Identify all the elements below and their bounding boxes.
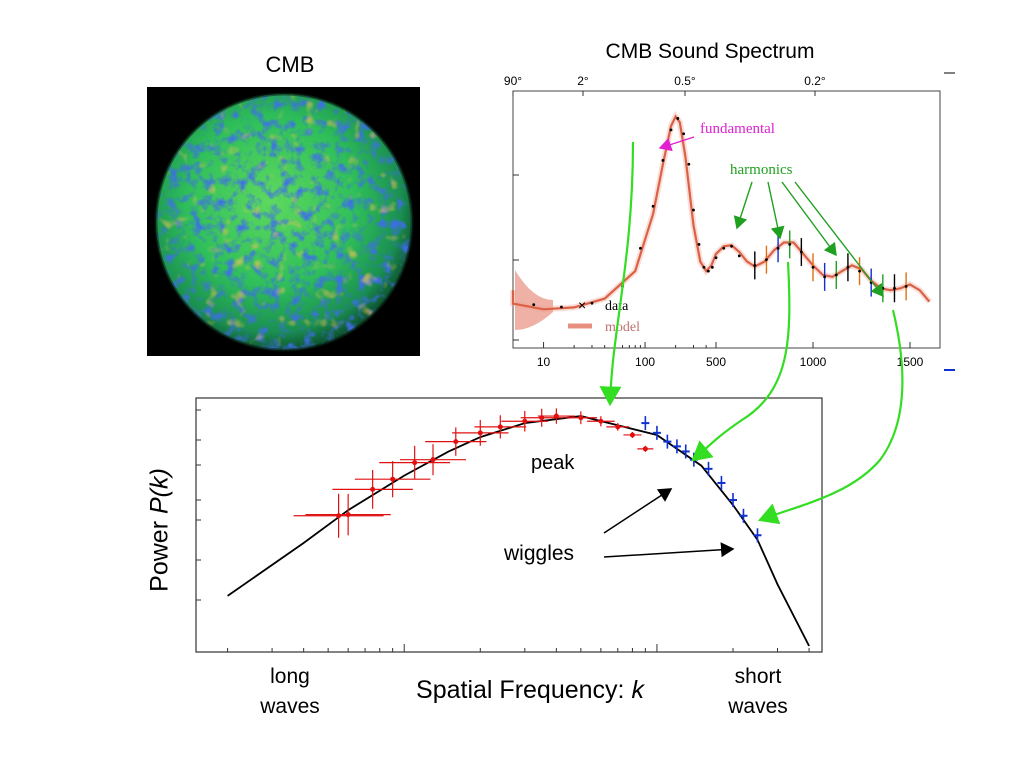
red-data-point xyxy=(615,424,621,430)
red-data-point xyxy=(477,430,483,436)
y-axis-label-variable: P(k) xyxy=(145,468,174,515)
x-top-tick-label: 0.2° xyxy=(804,74,826,88)
red-data-point xyxy=(553,413,559,419)
data-point xyxy=(834,273,838,277)
wiggles-label: wiggles xyxy=(504,542,575,565)
harmonic-to-wiggle-arrow xyxy=(691,261,791,462)
harmonics-arrow xyxy=(794,181,884,298)
legend-data-marker: × xyxy=(578,297,586,313)
red-data-point xyxy=(522,418,528,424)
data-point xyxy=(730,244,733,248)
x-top-tick-label: 0.5° xyxy=(674,74,696,88)
red-data-point xyxy=(345,512,351,518)
data-point xyxy=(687,162,691,166)
red-data-point xyxy=(642,446,648,452)
data-point xyxy=(722,246,726,250)
data-point xyxy=(661,159,665,162)
data-point xyxy=(669,128,673,132)
data-point xyxy=(590,301,594,305)
data-point xyxy=(676,117,680,120)
peak-label: peak xyxy=(531,452,575,474)
short-waves-label: short waves xyxy=(728,665,788,718)
x-axis-label-variable: k xyxy=(631,676,644,704)
x-axis-label: Spatial Frequency: k xyxy=(360,676,700,705)
red-data-point xyxy=(370,486,376,492)
x-axis-label-text: Spatial Frequency: xyxy=(416,676,632,704)
y-axis-label: Power P(k) xyxy=(146,468,175,592)
fundamental-to-peak-arrow xyxy=(599,141,635,407)
x-top-tick-label: 90° xyxy=(504,74,522,88)
data-point xyxy=(697,243,701,246)
x-tick-label: 1500 xyxy=(897,355,924,369)
data-point xyxy=(710,265,714,269)
data-point xyxy=(682,132,686,136)
data-point xyxy=(893,286,896,290)
x-tick-label: 10 xyxy=(537,355,551,369)
model-uncertainty-band xyxy=(515,270,553,330)
x-tick-label: 500 xyxy=(706,355,726,369)
cmb-sphere-image xyxy=(147,87,420,356)
red-data-point xyxy=(578,415,584,421)
data-point xyxy=(811,265,815,269)
red-data-point xyxy=(598,418,604,424)
data-point xyxy=(846,265,850,269)
red-data-point xyxy=(430,457,436,463)
data-point xyxy=(714,256,718,260)
cmb-title: CMB xyxy=(265,52,315,77)
x-tick-label: 1000 xyxy=(800,355,827,369)
harmonics-arrow xyxy=(781,181,837,257)
fundamental-arrow xyxy=(658,136,695,152)
data-point xyxy=(706,269,710,273)
data-point xyxy=(788,243,792,246)
data-point xyxy=(702,265,706,269)
data-point xyxy=(776,246,780,250)
x-tick-label: 100 xyxy=(635,355,655,369)
red-data-point xyxy=(336,513,342,519)
data-point xyxy=(753,263,757,267)
data-point xyxy=(692,208,695,212)
data-point xyxy=(639,246,642,250)
harmonics-arrow xyxy=(767,181,785,240)
spectrum-chart-title: CMB Sound Spectrum xyxy=(605,40,815,63)
data-point xyxy=(737,254,741,258)
wiggles-arrow-lower xyxy=(603,542,735,558)
data-point xyxy=(532,303,536,307)
red-data-point xyxy=(453,439,459,445)
legend-data-label: data xyxy=(605,299,629,314)
y-axis-label-text: Power xyxy=(145,514,174,592)
pk-plot-frame xyxy=(195,397,823,653)
wiggles-arrow-upper xyxy=(603,488,673,534)
red-data-point xyxy=(497,424,503,430)
legend-model-label: model xyxy=(605,320,640,335)
harmonics-label: harmonics xyxy=(730,162,793,178)
harmonic-to-short-wave-arrow xyxy=(757,309,904,525)
data-point xyxy=(560,305,563,309)
data-point xyxy=(765,258,768,262)
data-point xyxy=(799,250,803,254)
data-point xyxy=(904,284,908,288)
x-top-tick-label: 2° xyxy=(577,74,589,88)
data-point xyxy=(651,204,655,208)
pk-model-curve xyxy=(227,415,810,647)
red-data-point xyxy=(390,476,396,482)
fundamental-label: fundamental xyxy=(700,121,775,137)
data-point xyxy=(858,269,861,273)
harmonics-arrow xyxy=(733,181,753,230)
long-waves-label: long waves xyxy=(260,665,320,718)
data-point xyxy=(823,275,827,279)
red-data-point xyxy=(629,432,635,438)
red-data-point xyxy=(412,460,418,466)
